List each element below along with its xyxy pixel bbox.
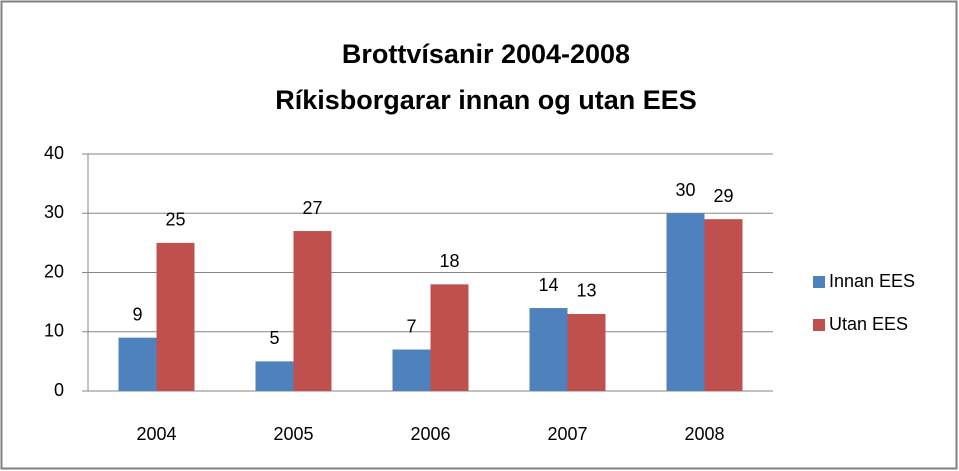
y-tick-label: 20: [44, 261, 64, 281]
legend-swatch: [813, 319, 825, 331]
chart-subtitle: Ríkisborgarar innan og utan EES: [275, 85, 697, 115]
y-tick-label: 30: [44, 202, 64, 222]
x-tick-label: 2007: [547, 424, 587, 444]
bar: [430, 284, 469, 391]
data-label: 5: [269, 328, 279, 348]
data-label: 9: [132, 304, 142, 324]
legend-swatch: [813, 276, 825, 288]
x-tick-label: 2005: [273, 424, 313, 444]
bar: [156, 242, 195, 391]
legend-label: Utan EES: [829, 314, 908, 334]
legend-label: Innan EES: [829, 271, 915, 291]
bar: [118, 337, 157, 391]
data-label: 18: [439, 251, 459, 271]
x-tick-label: 2006: [410, 424, 450, 444]
data-label: 29: [713, 186, 733, 206]
bar: [392, 349, 431, 391]
bar: [567, 313, 606, 391]
bar: [704, 219, 743, 391]
bar: [666, 213, 705, 391]
y-tick-label: 10: [44, 321, 64, 341]
data-label: 25: [165, 210, 185, 230]
y-tick-label: 40: [44, 143, 64, 163]
bar: [529, 308, 568, 391]
bar: [255, 361, 294, 391]
data-label: 13: [576, 281, 596, 301]
x-tick-label: 2004: [136, 424, 176, 444]
y-tick-label: 0: [54, 380, 64, 400]
chart-title: Brottvísanir 2004-2008: [342, 39, 630, 69]
data-label: 7: [406, 316, 416, 336]
data-label: 30: [675, 180, 695, 200]
data-label: 27: [302, 198, 322, 218]
x-tick-label: 2008: [684, 424, 724, 444]
data-label: 14: [538, 275, 558, 295]
bar: [293, 231, 332, 391]
